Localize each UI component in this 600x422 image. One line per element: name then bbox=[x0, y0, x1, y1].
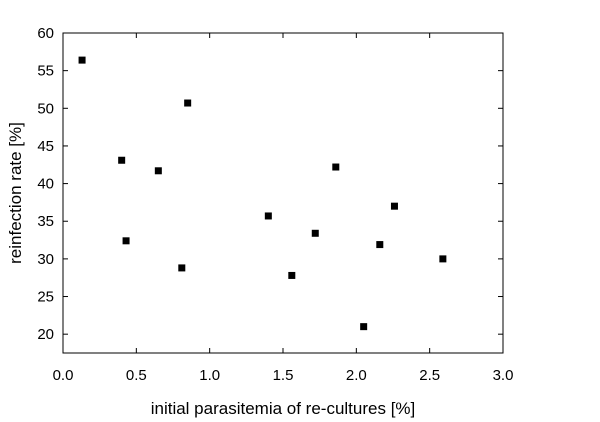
y-tick-label: 25 bbox=[37, 289, 54, 306]
data-point bbox=[376, 241, 384, 249]
x-tick-label: 0.5 bbox=[126, 367, 147, 384]
data-point bbox=[154, 167, 162, 175]
x-axis-ticks: 0.0 0.5 1.0 1.5 2.0 2.5 3.0 bbox=[53, 33, 514, 384]
data-point bbox=[78, 56, 86, 64]
data-point bbox=[390, 202, 398, 210]
x-axis-title: initial parasitemia of re-cultures [%] bbox=[151, 399, 416, 418]
data-points bbox=[78, 56, 447, 331]
data-point bbox=[184, 99, 192, 107]
y-tick-label: 30 bbox=[37, 251, 54, 268]
data-point bbox=[122, 237, 130, 245]
plot-frame-layer bbox=[62, 32, 504, 354]
x-tick-label: 2.0 bbox=[346, 367, 367, 384]
y-tick-label: 35 bbox=[37, 213, 54, 230]
data-point bbox=[360, 323, 368, 331]
x-tick-label: 3.0 bbox=[493, 367, 514, 384]
data-point bbox=[178, 264, 186, 272]
y-axis-ticks: 20 25 30 35 40 45 50 55 60 bbox=[37, 25, 503, 343]
x-tick-label: 1.5 bbox=[273, 367, 294, 384]
y-tick-label: 55 bbox=[37, 63, 54, 80]
x-tick-label: 2.5 bbox=[419, 367, 440, 384]
plot-frame bbox=[62, 32, 504, 354]
y-tick-label: 60 bbox=[37, 25, 54, 42]
y-tick-label: 40 bbox=[37, 176, 54, 193]
y-axis-title: reinfection rate [%] bbox=[6, 122, 25, 264]
data-point bbox=[439, 255, 447, 263]
data-point bbox=[288, 271, 296, 279]
y-tick-label: 45 bbox=[37, 138, 54, 155]
y-tick-label: 20 bbox=[37, 326, 54, 343]
data-point bbox=[332, 163, 340, 171]
y-tick-label: 50 bbox=[37, 100, 54, 117]
x-tick-label: 0.0 bbox=[53, 367, 74, 384]
data-point bbox=[118, 156, 126, 164]
x-tick-label: 1.0 bbox=[199, 367, 220, 384]
data-point bbox=[311, 229, 319, 237]
data-point bbox=[264, 212, 272, 220]
